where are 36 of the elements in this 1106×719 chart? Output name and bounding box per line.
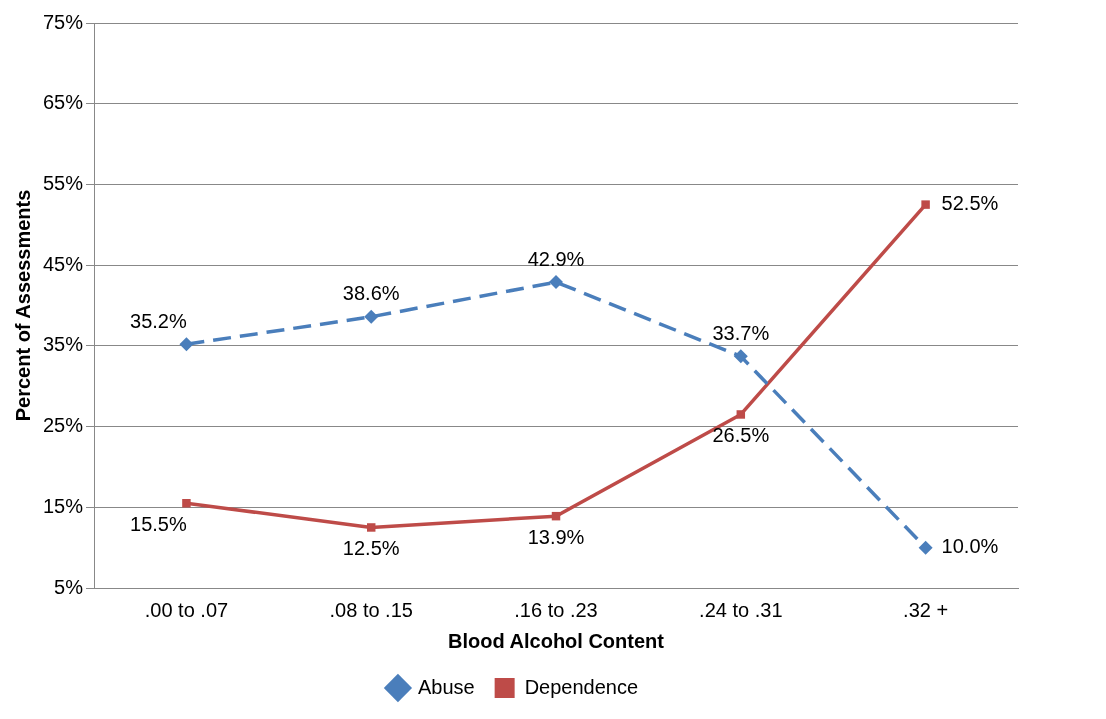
point — [918, 540, 933, 555]
data-label: 42.9% — [527, 247, 585, 270]
y-tick-label: 75% — [43, 10, 84, 33]
point — [549, 275, 564, 290]
data-label: 52.5% — [941, 192, 999, 215]
data-label: 26.5% — [712, 423, 770, 446]
x-tick-label: .24 to .31 — [699, 598, 783, 621]
point — [736, 410, 746, 419]
legend-label: Abuse — [417, 675, 475, 698]
y-tick-label: 65% — [43, 91, 84, 114]
legend-label: Dependence — [524, 675, 639, 698]
x-tick-label: .32 + — [903, 598, 949, 621]
data-label: 33.7% — [712, 321, 770, 344]
point — [733, 349, 748, 364]
x-tick-label: .00 to .07 — [144, 598, 229, 621]
x-axis-title: Blood Alcohol Content — [448, 629, 665, 652]
y-tick-label: 55% — [43, 171, 84, 194]
point — [182, 499, 191, 508]
point — [921, 200, 930, 209]
data-label: 35.2% — [130, 309, 187, 332]
x-tick-label: .16 to .23 — [514, 598, 598, 621]
y-tick-label: 5% — [54, 575, 84, 598]
data-label: 15.5% — [130, 512, 187, 535]
data-label: 12.5% — [342, 536, 400, 559]
y-axis-title: Percent of Assessments — [11, 189, 34, 422]
data-label: 38.6% — [342, 282, 400, 305]
y-tick-label: 25% — [43, 414, 84, 437]
y-tick-label: 15% — [43, 494, 84, 517]
data-label: 10.0% — [941, 535, 999, 558]
point — [179, 337, 194, 352]
y-tick-label: 45% — [43, 252, 84, 275]
y-tick-label: 35% — [43, 333, 84, 356]
data-label: 13.9% — [527, 525, 585, 548]
point — [366, 523, 376, 532]
x-tick-label: .08 to .15 — [329, 598, 413, 621]
point — [364, 309, 379, 324]
